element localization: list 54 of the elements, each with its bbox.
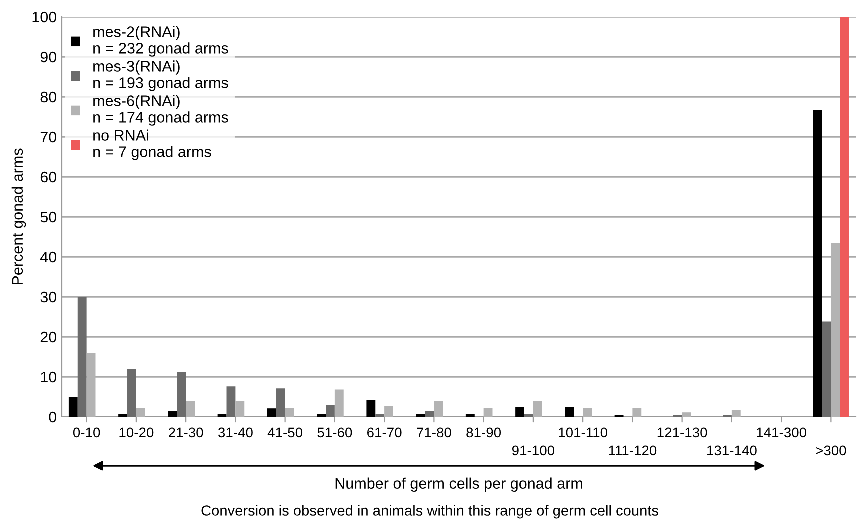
bar: [218, 414, 227, 417]
y-tick-label: 70: [40, 132, 57, 143]
x-tick-label: 81-90: [466, 428, 502, 438]
bar: [516, 407, 525, 417]
bar: [524, 414, 534, 417]
bar: [68, 397, 78, 417]
x-tick-label: 21-30: [169, 428, 204, 438]
x-tick-label: 51-60: [318, 428, 352, 438]
bar: [813, 110, 822, 417]
x-tick-label: 31-40: [218, 428, 253, 438]
legend-label: no RNAi n = 7 gonad arms: [94, 130, 212, 160]
bar: [267, 408, 276, 417]
x-tick-label: 141-300: [757, 428, 807, 438]
x-tick-label: 131-140: [708, 446, 757, 456]
x-tick-label: 0-10: [73, 428, 100, 438]
bar: [276, 388, 286, 417]
bar: [376, 414, 385, 417]
y-tick-label: 60: [40, 172, 57, 183]
bar: [78, 297, 87, 417]
bar: [226, 386, 236, 417]
y-tick-label: 80: [40, 92, 57, 103]
x-tick-label: 10-20: [120, 428, 154, 438]
bar: [128, 369, 136, 417]
y-tick-label: 100: [32, 12, 57, 23]
bar: [168, 411, 178, 417]
x-tick-label: >300: [816, 446, 846, 456]
bar: [840, 17, 850, 417]
x-axis-title: Number of germ cells per gonad arm: [336, 478, 582, 492]
y-tick-label: 20: [40, 332, 57, 343]
bar: [317, 414, 326, 417]
bar: [466, 414, 475, 417]
x-tick-label: 41-50: [268, 428, 303, 438]
y-tick-label: 30: [40, 292, 57, 303]
x-tick-label: 121-130: [658, 428, 708, 438]
x-tick-label: 111-120: [609, 446, 657, 456]
x-tick-label: 71-80: [417, 428, 452, 438]
bar: [822, 322, 832, 417]
bar: [425, 411, 434, 417]
bar: [416, 414, 426, 417]
bar: [366, 400, 376, 417]
text: Conversion is observed in animals within this range of germ cell counts: [202, 505, 658, 519]
x-tick-label: 61-70: [368, 428, 402, 438]
y-tick-label: 0: [49, 412, 57, 423]
bar: [118, 414, 128, 417]
y-tick-label: 10: [41, 372, 57, 383]
x-tick-label: 101-110: [559, 428, 608, 438]
bar: [326, 405, 335, 417]
x-tick-label: 91-100: [512, 446, 555, 456]
y-tick-label: 50: [40, 212, 57, 223]
y-tick-label: 40: [40, 252, 57, 263]
bar: [565, 407, 574, 417]
y-tick-label: 90: [40, 52, 57, 63]
bar: [177, 372, 186, 417]
y-axis-title: Percent gonad arms: [12, 148, 26, 285]
